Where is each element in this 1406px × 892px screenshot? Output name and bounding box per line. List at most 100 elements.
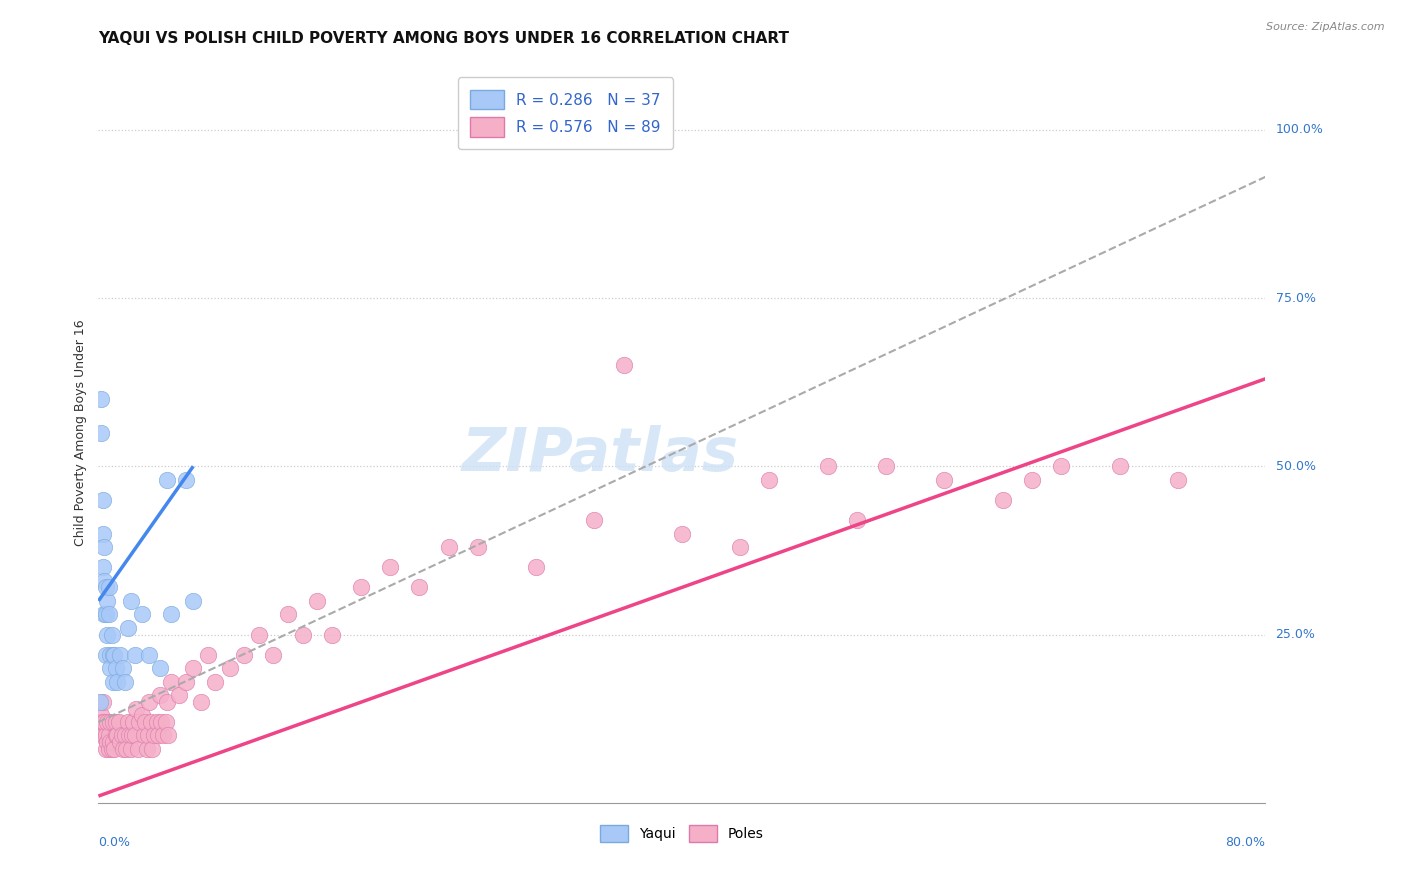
Point [101,648,124,662]
Text: 50.0%: 50.0% [1275,459,1316,473]
Point [218,661,240,675]
Point [380,560,402,574]
Point [94,729,117,743]
Point [101,674,124,689]
Text: ZIPatlas: ZIPatlas [461,425,738,484]
Point [138,695,160,709]
Point [93,607,115,622]
Point [142,729,165,743]
Point [98,735,121,749]
Point [174,674,197,689]
Text: YAQUI VS POLISH CHILD POVERTY AMONG BOYS UNDER 16 CORRELATION CHART: YAQUI VS POLISH CHILD POVERTY AMONG BOYS… [98,31,789,46]
Point [136,729,159,743]
Point [148,729,170,743]
Point [408,581,430,595]
Point [91,695,114,709]
Point [118,729,141,743]
Point [1021,473,1043,487]
Point [122,714,145,729]
Point [138,648,160,662]
Point [141,742,163,756]
Point [758,473,780,487]
Point [94,607,117,622]
Point [1108,459,1130,474]
Point [181,594,204,608]
Legend: Yaqui, Poles: Yaqui, Poles [595,820,769,847]
Point [291,627,314,641]
Point [1167,473,1189,487]
Point [120,742,142,756]
Point [150,714,173,729]
Point [100,627,122,641]
Point [846,513,869,527]
Point [97,607,120,622]
Point [160,607,183,622]
Point [152,729,174,743]
Point [94,742,117,756]
Text: Source: ZipAtlas.com: Source: ZipAtlas.com [1267,22,1385,32]
Point [100,742,122,756]
Point [321,627,343,641]
Point [94,581,117,595]
Point [125,701,148,715]
Point [277,607,299,622]
Point [90,729,112,743]
Point [134,714,156,729]
Point [90,392,112,406]
Point [111,729,134,743]
Point [197,648,219,662]
Point [157,729,180,743]
Point [146,714,169,729]
Point [730,540,752,554]
Point [233,648,256,662]
Point [114,729,136,743]
Point [115,742,138,756]
Point [110,648,132,662]
Point [350,581,373,595]
Point [149,661,172,675]
Point [1050,459,1073,474]
Point [181,661,204,675]
Point [612,359,634,373]
Point [101,714,124,729]
Y-axis label: Child Poverty Among Boys Under 16: Child Poverty Among Boys Under 16 [75,319,87,546]
Point [156,695,179,709]
Point [101,735,124,749]
Point [104,729,127,743]
Text: 100.0%: 100.0% [1275,123,1323,136]
Point [110,735,132,749]
Point [131,607,153,622]
Point [90,708,112,723]
Point [437,540,460,554]
Point [94,648,117,662]
Point [91,560,114,574]
Point [156,473,179,487]
Point [262,648,284,662]
Point [89,695,111,709]
Point [97,581,120,595]
Point [96,594,118,608]
Point [91,714,114,729]
Point [89,714,111,729]
Point [103,742,125,756]
Text: 0.0%: 0.0% [98,837,131,849]
Point [139,714,162,729]
Point [90,425,112,440]
Point [167,688,190,702]
Point [91,526,114,541]
Point [128,714,150,729]
Point [160,674,183,689]
Point [105,729,128,743]
Point [93,714,115,729]
Point [105,674,128,689]
Point [875,459,897,474]
Text: 80.0%: 80.0% [1226,837,1265,849]
Point [131,708,153,723]
Point [96,714,118,729]
Point [124,729,146,743]
Text: 75.0%: 75.0% [1275,292,1316,304]
Point [93,540,115,554]
Point [190,695,212,709]
Point [174,473,197,487]
Point [104,714,127,729]
